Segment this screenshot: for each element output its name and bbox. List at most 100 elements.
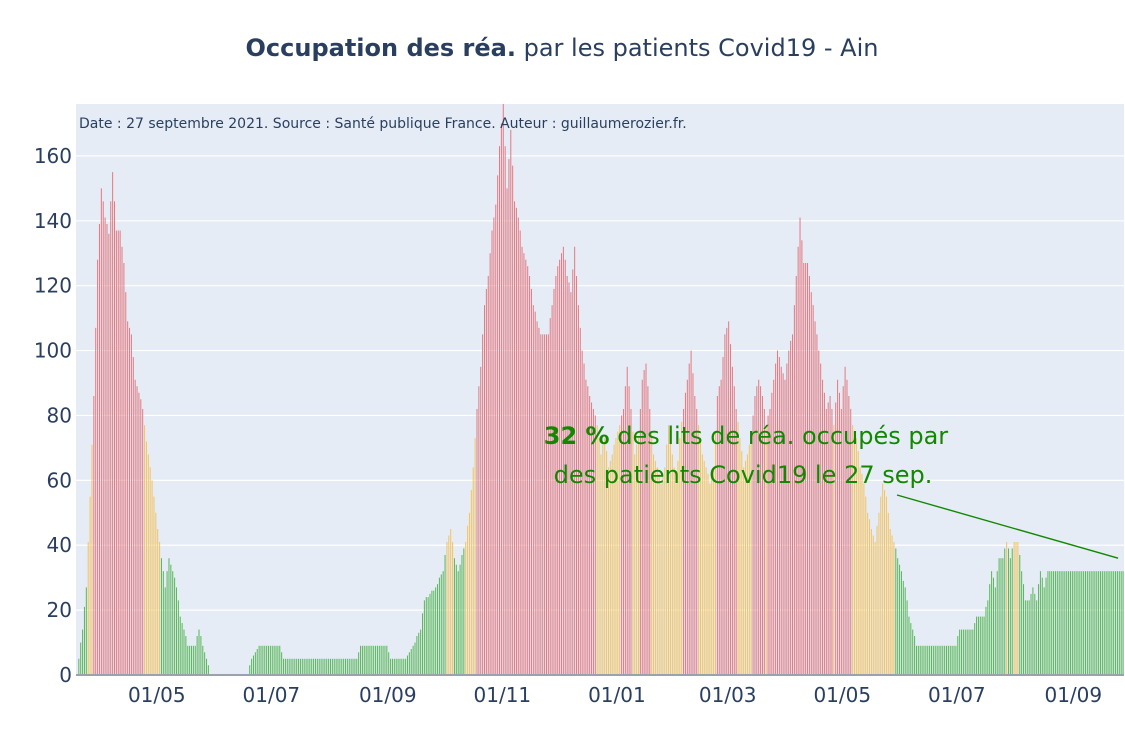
- bar: [536, 321, 538, 675]
- bar: [435, 587, 437, 675]
- bar: [1071, 571, 1073, 675]
- bar: [260, 645, 262, 675]
- bar: [570, 292, 572, 675]
- bar: [709, 483, 711, 675]
- bar: [722, 357, 724, 675]
- bar: [609, 460, 611, 676]
- x-tick-label: 01/01: [588, 683, 646, 707]
- bar: [408, 652, 410, 675]
- bar: [487, 275, 489, 675]
- bar: [1064, 571, 1066, 675]
- bar: [632, 431, 634, 675]
- bar: [159, 541, 161, 675]
- bar: [823, 392, 825, 675]
- bar: [132, 357, 134, 675]
- bar: [893, 541, 895, 675]
- bar: [669, 438, 671, 675]
- bar: [326, 658, 328, 675]
- bar: [870, 529, 872, 675]
- bar: [831, 408, 833, 675]
- bar: [666, 444, 668, 675]
- bar: [977, 616, 979, 675]
- bar: [662, 473, 664, 675]
- bar: [882, 483, 884, 675]
- chart-title-bold: Occupation des réa.: [246, 34, 516, 62]
- bar: [474, 438, 476, 675]
- bar: [78, 658, 80, 675]
- bar: [904, 587, 906, 675]
- bar: [743, 467, 745, 675]
- bar: [741, 451, 743, 675]
- bar: [393, 658, 395, 675]
- bar: [885, 496, 887, 675]
- bar: [1000, 558, 1002, 675]
- bar: [664, 467, 666, 675]
- bar: [1034, 593, 1036, 675]
- bar: [440, 574, 442, 675]
- chart-title: Occupation des réa. par les patients Cov…: [246, 34, 879, 62]
- bar: [927, 645, 929, 675]
- bar: [814, 321, 816, 675]
- bar: [654, 460, 656, 676]
- bar: [382, 645, 384, 675]
- bar: [949, 645, 951, 675]
- bar: [677, 460, 679, 676]
- bar: [386, 645, 388, 675]
- bar: [705, 467, 707, 675]
- x-tick-label: 01/07: [928, 683, 986, 707]
- bar: [591, 402, 593, 675]
- bar: [574, 246, 576, 675]
- bar: [1113, 571, 1115, 675]
- bar: [95, 327, 97, 675]
- bar: [884, 490, 886, 675]
- bar: [773, 379, 775, 675]
- bar: [992, 577, 994, 675]
- bar: [624, 386, 626, 675]
- bar: [589, 395, 591, 675]
- bar: [643, 370, 645, 675]
- bar: [961, 629, 963, 675]
- bar: [1096, 571, 1098, 675]
- annotation-line-1-text: des lits de réa. occupés par: [610, 422, 949, 450]
- bar: [463, 548, 465, 675]
- bar: [521, 246, 523, 675]
- bar: [551, 305, 553, 675]
- bar: [628, 386, 630, 675]
- bar: [472, 467, 474, 675]
- source-note: Date : 27 septembre 2021. Source : Santé…: [79, 116, 687, 132]
- bar: [192, 645, 194, 675]
- bar: [100, 188, 102, 675]
- bar: [1068, 571, 1070, 675]
- bar: [1021, 571, 1023, 675]
- bar: [151, 480, 153, 675]
- bar: [780, 366, 782, 675]
- bar: [185, 636, 187, 675]
- bar: [375, 645, 377, 675]
- bar: [480, 366, 482, 675]
- bar: [688, 363, 690, 675]
- bar: [1019, 554, 1021, 675]
- bar: [940, 645, 942, 675]
- annotation-line-1: 32 % des lits de réa. occupés par: [544, 422, 949, 450]
- bar: [527, 266, 529, 675]
- bar: [519, 230, 521, 675]
- bar: [974, 623, 976, 675]
- bar: [179, 616, 181, 675]
- bar: [121, 246, 123, 675]
- bar: [1083, 571, 1085, 675]
- bar: [711, 473, 713, 675]
- bar: [138, 392, 140, 675]
- bar: [786, 363, 788, 675]
- bar: [406, 655, 408, 675]
- y-tick-label: 120: [34, 274, 72, 298]
- bar: [254, 652, 256, 675]
- bar: [207, 665, 209, 675]
- bar: [784, 379, 786, 675]
- bar: [938, 645, 940, 675]
- bar: [872, 535, 874, 675]
- bar: [915, 645, 917, 675]
- bar: [1045, 577, 1047, 675]
- bar: [810, 292, 812, 675]
- bar: [499, 146, 501, 675]
- bar: [746, 454, 748, 675]
